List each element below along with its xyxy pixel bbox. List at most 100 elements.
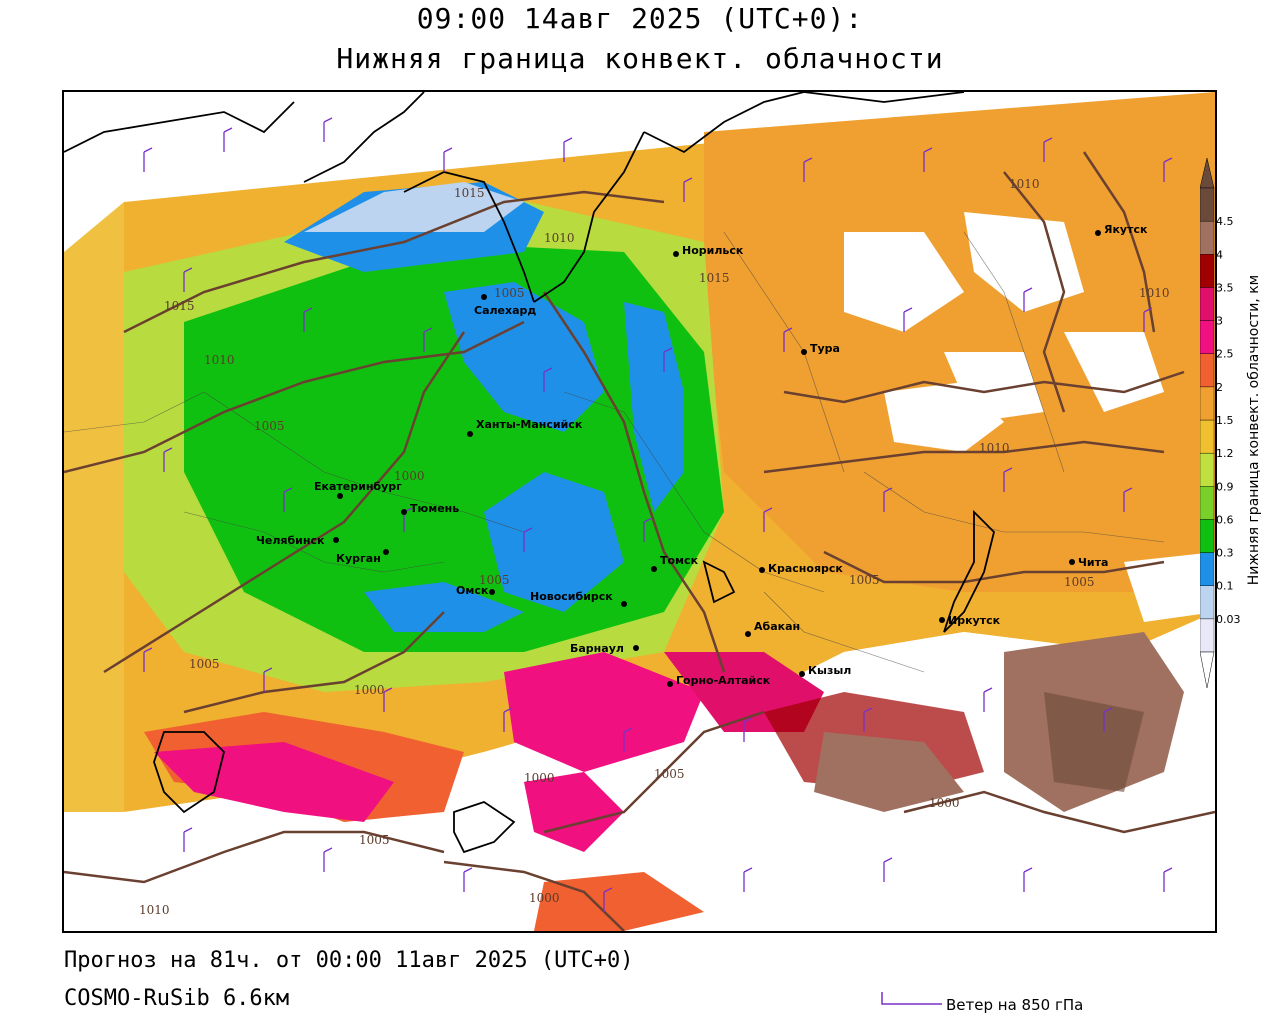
colorbar-tick-label: 1.2 xyxy=(1216,447,1234,460)
isobar-label: 1000 xyxy=(394,469,425,483)
colorbar-tick-label: 0.9 xyxy=(1216,480,1234,493)
isobar-label: 1005 xyxy=(189,657,220,671)
colorbar-tick-label: 0.1 xyxy=(1216,580,1234,593)
isobar-labels: 1015 1010 1005 1015 1010 1005 1000 1005 … xyxy=(139,177,1170,917)
svg-text:Салехард: Салехард xyxy=(474,304,536,317)
isobar-label: 1000 xyxy=(529,891,560,905)
isobar-label: 1005 xyxy=(1064,575,1095,589)
isobar-label: 1005 xyxy=(849,573,880,587)
svg-text:Норильск: Норильск xyxy=(682,244,744,257)
colorbar-tick-label: 0.6 xyxy=(1216,513,1234,526)
city-norilsk: Норильск xyxy=(673,244,744,257)
svg-text:Красноярск: Красноярск xyxy=(768,562,843,575)
city-khanty-mansiysk: Ханты-Мансийск xyxy=(467,418,583,437)
forecast-map[interactable]: 1015 1010 1005 1015 1010 1005 1000 1005 … xyxy=(62,90,1217,933)
svg-text:Чита: Чита xyxy=(1078,556,1108,569)
colorbar-swatch xyxy=(1199,353,1215,388)
colorbar-legend: 0.03 0.1 0.3 0.6 0.9 1.2 1.5 2 2.5 3 3.5 4 4.5 xyxy=(1199,157,1280,698)
colorbar-swatch xyxy=(1199,552,1215,586)
colorbar-swatch xyxy=(1199,585,1215,620)
city-omsk: Омск xyxy=(456,584,495,597)
svg-text:Курган: Курган xyxy=(336,552,381,565)
city-irkutsk: Иркутск xyxy=(939,614,1001,627)
city-tura: Тура xyxy=(801,342,840,355)
colorbar-tick-label: 2.5 xyxy=(1216,348,1234,361)
colorbar-swatch xyxy=(1199,320,1215,354)
isobar-label: 1000 xyxy=(524,771,555,785)
forecast-info: Прогноз на 81ч. от 00:00 11авг 2025 (UTC… xyxy=(64,948,634,973)
city-ekaterinburg: Екатеринбург xyxy=(314,480,402,499)
isobar-label: 1005 xyxy=(494,286,525,300)
colorbar-cap-bottom xyxy=(1199,651,1215,689)
svg-text:Новосибирск: Новосибирск xyxy=(530,590,613,603)
colorbar-tick-label: 4 xyxy=(1216,248,1223,261)
isobar-label: 1015 xyxy=(164,299,195,313)
isobar-label: 1010 xyxy=(1009,177,1040,191)
isobar-label: 1010 xyxy=(1139,286,1170,300)
map-title-time: 09:00 14авг 2025 (UTC+0): xyxy=(416,2,864,35)
colorbar-swatch xyxy=(1199,419,1215,454)
colorbar-tick-label: 2 xyxy=(1216,381,1223,394)
svg-text:Томск: Томск xyxy=(660,554,699,567)
svg-text:Иркутск: Иркутск xyxy=(948,614,1001,627)
svg-text:Тура: Тура xyxy=(810,342,840,355)
isobars xyxy=(64,151,1215,931)
wind-barbs xyxy=(143,117,1173,912)
svg-text:Кызыл: Кызыл xyxy=(808,664,851,677)
city-tomsk: Томск xyxy=(651,554,699,572)
svg-text:Екатеринбург: Екатеринбург xyxy=(314,480,402,493)
colorbar-tick-label: 4.5 xyxy=(1216,215,1234,228)
svg-text:Челябинск: Челябинск xyxy=(256,534,325,547)
cloud-base-fill xyxy=(64,92,1215,931)
model-name: COSMO-RuSib 6.6км xyxy=(64,986,290,1011)
colorbar-tick-label: 0.3 xyxy=(1216,547,1234,560)
colorbar-tick-label: 3 xyxy=(1216,315,1223,328)
city-tyumen: Тюмень xyxy=(401,502,459,515)
isobar-label: 1000 xyxy=(354,683,385,697)
isobar-label: 1005 xyxy=(654,767,685,781)
isobar-label: 1010 xyxy=(544,231,575,245)
svg-text:Ханты-Мансийск: Ханты-Мансийск xyxy=(476,418,583,431)
isobar-label: 1010 xyxy=(204,353,235,367)
city-kurgan: Курган xyxy=(336,549,389,565)
wind-legend-label: Ветер на 850 гПа xyxy=(946,996,1084,1014)
colorbar-swatch xyxy=(1199,519,1215,553)
city-chita: Чита xyxy=(1069,556,1108,569)
wind-legend-barb xyxy=(881,992,942,1005)
coastlines xyxy=(64,92,995,854)
city-chelyabinsk: Челябинск xyxy=(256,534,339,547)
colorbar-swatch xyxy=(1199,220,1215,255)
admin-boundaries xyxy=(64,231,1165,673)
city-novosibirsk: Новосибирск xyxy=(530,590,627,607)
colorbar-cap-top xyxy=(1199,157,1215,189)
svg-text:Якутск: Якутск xyxy=(1104,223,1148,236)
city-barnaul: Барнаул xyxy=(570,642,639,655)
city-yakutsk: Якутск xyxy=(1095,223,1148,236)
svg-text:Горно-Алтайск: Горно-Алтайск xyxy=(676,674,771,687)
map-title-parameter: Нижняя граница конвект. облачности xyxy=(336,42,944,75)
svg-text:Барнаул: Барнаул xyxy=(570,642,624,655)
isobar-label: 1005 xyxy=(479,573,510,587)
city-krasnoyarsk: Красноярск xyxy=(759,562,843,575)
isobar-label: 1010 xyxy=(139,903,170,917)
colorbar-swatch xyxy=(1199,187,1215,222)
isobar-label: 1015 xyxy=(454,186,485,200)
colorbar-swatch xyxy=(1199,386,1215,421)
isobar-label: 1015 xyxy=(699,271,730,285)
colorbar-tick-label: 0.03 xyxy=(1216,613,1241,626)
colorbar-tick-label: 3.5 xyxy=(1216,281,1234,294)
colorbar-swatch xyxy=(1199,452,1215,487)
colorbar-swatch xyxy=(1199,486,1215,520)
colorbar-title: Нижняя граница конвект. облачности, км xyxy=(1246,274,1262,586)
isobar-label: 1000 xyxy=(929,796,960,810)
city-abakan: Абакан xyxy=(745,620,800,637)
svg-text:Тюмень: Тюмень xyxy=(410,502,459,515)
isobar-label: 1005 xyxy=(254,419,285,433)
colorbar-swatch xyxy=(1199,618,1215,653)
isobar-label: 1010 xyxy=(979,441,1010,455)
svg-text:Омск: Омск xyxy=(456,584,489,597)
colorbar-tick-label: 1.5 xyxy=(1216,414,1234,427)
colorbar-swatch xyxy=(1199,254,1215,288)
city-salekhard: Салехард xyxy=(474,294,536,317)
cities: Салехард Норильск Якутск Тура Ханты-Манс… xyxy=(256,223,1148,687)
